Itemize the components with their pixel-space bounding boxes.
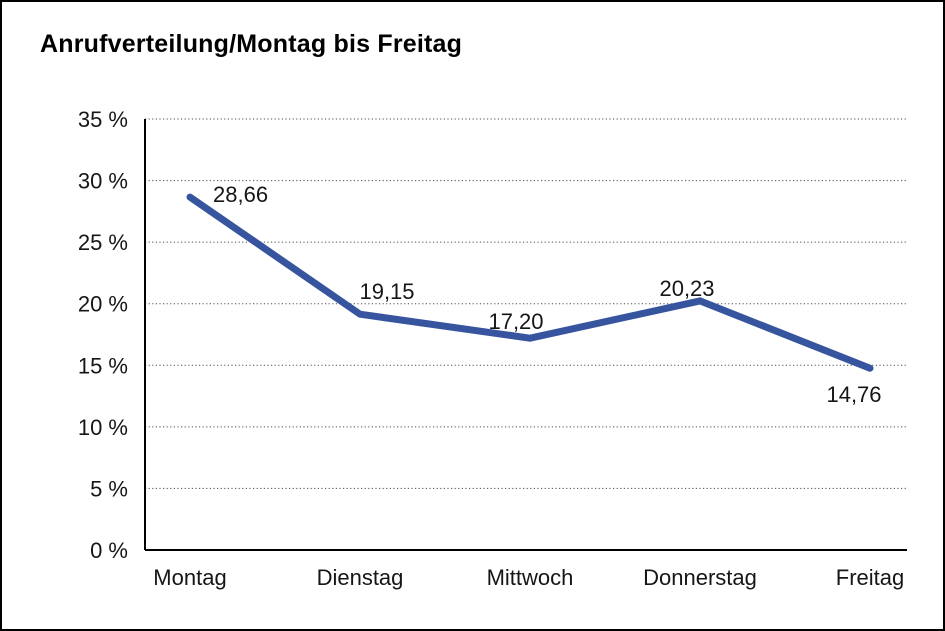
data-label: 28,66 — [213, 182, 268, 207]
data-label: 17,20 — [488, 309, 543, 334]
chart-title: Anrufverteilung/Montag bis Freitag — [40, 30, 463, 58]
data-label: 19,15 — [359, 279, 414, 304]
x-tick-label: Mittwoch — [487, 565, 574, 590]
x-tick-label: Freitag — [836, 565, 904, 590]
y-tick-label: 35 % — [78, 107, 128, 132]
y-tick-label: 20 % — [78, 292, 128, 317]
y-tick-label: 30 % — [78, 169, 128, 194]
data-label: 20,23 — [659, 276, 714, 301]
y-tick-label: 5 % — [90, 476, 128, 501]
y-tick-label: 15 % — [78, 353, 128, 378]
y-tick-label: 25 % — [78, 230, 128, 255]
x-tick-label: Montag — [153, 565, 226, 590]
x-tick-label: Dienstag — [317, 565, 404, 590]
data-line — [186, 193, 874, 372]
data-label: 14,76 — [826, 382, 881, 407]
y-tick-label: 0 % — [90, 538, 128, 563]
y-tick-label: 10 % — [78, 415, 128, 440]
x-tick-label: Donnerstag — [643, 565, 757, 590]
